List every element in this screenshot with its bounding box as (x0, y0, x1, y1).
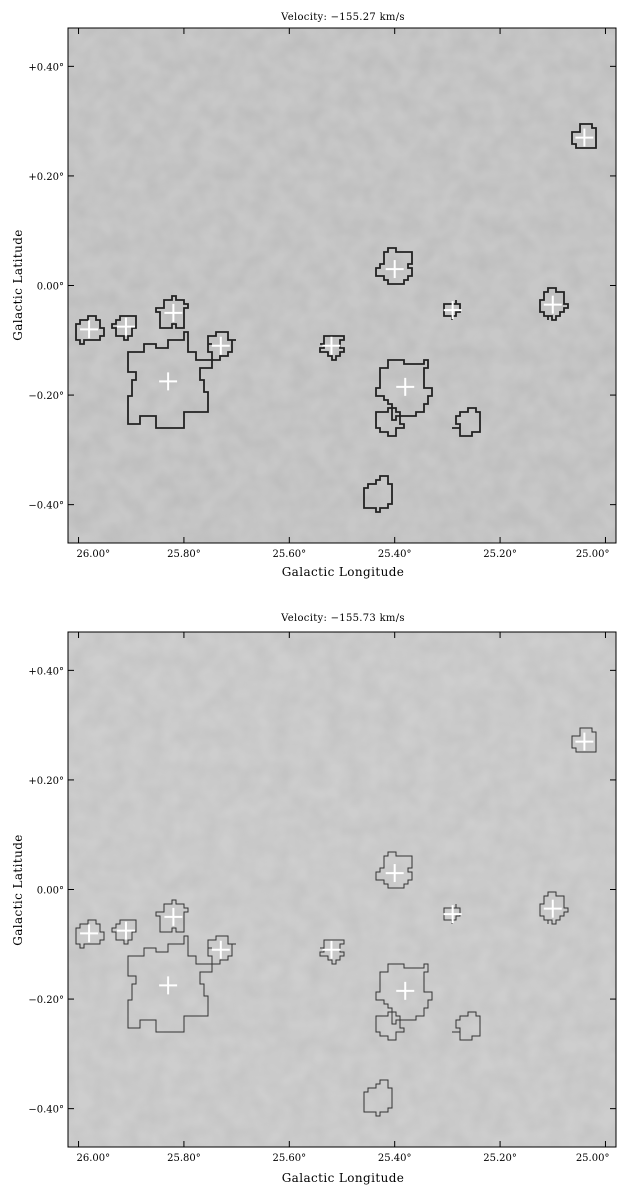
y-tick-label: −0.20° (28, 995, 64, 1006)
source-contour (155, 295, 189, 329)
source-contour (207, 331, 236, 361)
extra-contour (363, 1079, 393, 1117)
y-tick-label: −0.40° (28, 501, 64, 512)
x-tick-label: 25.20° (483, 549, 517, 560)
source-contour (75, 315, 105, 345)
panel-2-x-ticks: 26.00° 25.80° 25.60° 25.40° 25.20° 25.00° (77, 632, 610, 1164)
source-marker (575, 732, 594, 751)
x-tick-label: 25.00° (576, 1153, 610, 1164)
panel-1-markers (80, 128, 594, 396)
source-marker (385, 864, 404, 883)
source-contour (127, 331, 213, 429)
y-tick-label: −0.20° (28, 391, 64, 402)
panel-2-noise (68, 632, 616, 1147)
source-marker (164, 303, 183, 322)
panel-1-y-ticks: +0.40° +0.20° 0.00° −0.20° −0.40° (28, 62, 616, 512)
panel-1-title: Velocity: −155.27 km/s (280, 12, 405, 23)
panel-2-contours (75, 727, 597, 1117)
source-marker (116, 921, 135, 940)
extra-contour (452, 407, 481, 437)
panel-2-ylabel: Galactic Latitude (11, 834, 25, 946)
x-tick-label: 25.20° (483, 1153, 517, 1164)
source-marker (80, 320, 99, 339)
y-tick-label: +0.40° (28, 62, 64, 73)
source-contour (111, 919, 137, 945)
source-contour (75, 919, 105, 949)
source-marker (322, 940, 341, 959)
extra-contour (375, 407, 405, 437)
x-tick-label: 25.00° (576, 549, 610, 560)
source-contour (375, 851, 413, 889)
source-marker (159, 372, 178, 391)
source-contour (539, 287, 569, 321)
x-tick-label: 25.60° (272, 549, 306, 560)
extra-contour (375, 1011, 405, 1041)
x-tick-label: 25.80° (167, 549, 201, 560)
source-marker (396, 981, 415, 1000)
source-contour (207, 935, 236, 965)
source-contour (539, 891, 569, 925)
source-marker (211, 336, 230, 355)
source-marker (443, 905, 462, 924)
source-marker (385, 260, 404, 279)
x-tick-label: 25.60° (272, 1153, 306, 1164)
y-tick-label: 0.00° (37, 886, 64, 897)
panel-1-noise (68, 28, 616, 543)
source-contour (375, 963, 433, 1025)
source-contour (571, 727, 597, 753)
x-tick-label: 25.80° (167, 1153, 201, 1164)
source-marker (543, 295, 562, 314)
x-tick-label: 26.00° (77, 1153, 111, 1164)
source-contour (155, 899, 189, 933)
panel-2-markers (80, 732, 594, 1000)
y-tick-label: +0.20° (28, 776, 64, 787)
x-tick-label: 25.40° (378, 549, 412, 560)
source-marker (322, 336, 341, 355)
panel-2-y-ticks: +0.40° +0.20° 0.00° −0.20° −0.40° (28, 666, 616, 1116)
panel-2-xlabel: Galactic Longitude (282, 1171, 405, 1185)
source-contour (127, 935, 213, 1033)
source-marker (164, 907, 183, 926)
source-marker (543, 899, 562, 918)
source-marker (443, 301, 462, 320)
panel-1-ylabel: Galactic Latitude (11, 229, 25, 341)
source-contour (571, 123, 597, 149)
source-contour (319, 335, 345, 361)
y-tick-label: +0.20° (28, 172, 64, 183)
y-tick-label: −0.40° (28, 1105, 64, 1116)
source-marker (211, 940, 230, 959)
source-marker (396, 377, 415, 396)
x-tick-label: 26.00° (77, 549, 111, 560)
panel-2: Velocity: −155.73 km/s 26.00° 25.80° 25.60… (11, 613, 617, 1185)
source-contour (375, 359, 433, 421)
extra-contour (452, 1011, 481, 1041)
source-marker (159, 976, 178, 995)
panel-1: Velocity: −155.27 km/s 26.00° 25.80° 25.60… (11, 12, 617, 579)
panel-1-xlabel: Galactic Longitude (282, 565, 405, 579)
y-tick-label: 0.00° (37, 282, 64, 293)
x-tick-label: 25.40° (378, 1153, 412, 1164)
source-contour (111, 315, 137, 341)
source-marker (80, 924, 99, 943)
extra-contour (363, 475, 393, 513)
panel-1-x-ticks: 26.00° 25.80° 25.60° 25.40° 25.20° 25.00° (77, 28, 610, 560)
source-marker (575, 128, 594, 147)
source-contour (319, 939, 345, 965)
source-contour (375, 247, 413, 285)
source-marker (116, 317, 135, 336)
y-tick-label: +0.40° (28, 666, 64, 677)
panel-2-title: Velocity: −155.73 km/s (280, 613, 405, 624)
